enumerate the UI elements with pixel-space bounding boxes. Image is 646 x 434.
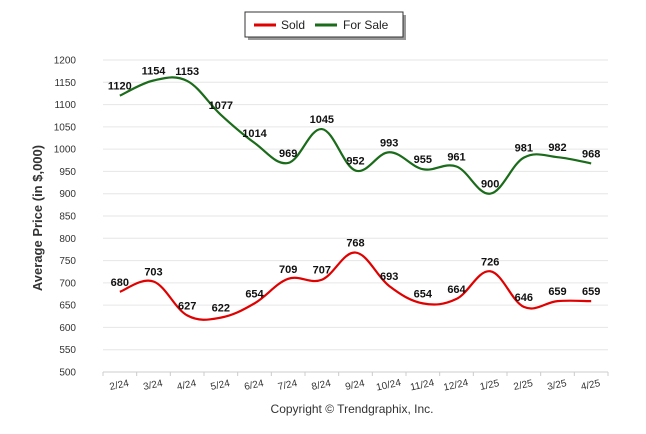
x-tick-label: 2/24 [109,378,131,393]
data-labels: 680 703 627 622 654 709 707 768 693 654 664 726 646 6… [108,66,600,315]
x-tick-label: 1/25 [479,378,501,393]
data-label-sold: 654 [414,288,433,300]
data-label-sold: 703 [144,267,162,279]
y-tick-label: 950 [59,167,76,178]
x-tick-label: 6/24 [243,378,265,393]
data-label-for-sale: 969 [279,148,297,160]
y-tick-label: 550 [59,345,76,356]
x-tick-label: 11/24 [409,378,435,394]
gridlines [103,59,608,373]
data-label-sold: 709 [279,264,297,276]
y-tick-label: 600 [59,323,76,334]
y-tick-label: 1150 [54,78,76,89]
y-tick-label: 900 [59,189,76,200]
data-label-for-sale: 1154 [142,66,167,78]
x-tick-label: 2/25 [513,378,535,393]
data-label-for-sale: 900 [481,179,499,191]
data-label-sold: 693 [380,271,398,283]
data-label-sold: 726 [481,256,499,268]
legend-label-for-sale: For Sale [343,18,389,32]
data-label-for-sale: 968 [582,148,600,160]
x-tick-label: 4/25 [580,378,602,393]
series-lines [119,76,592,321]
data-label-for-sale: 1120 [108,81,132,93]
x-tick-label: 7/24 [277,378,299,393]
data-label-for-sale: 1153 [175,66,199,78]
y-axis-ticks: 500 550 600 650 700 750 800 850 900 950 1000 1050 11… [54,56,77,379]
data-label-for-sale: 961 [447,152,465,164]
legend-label-sold: Sold [281,18,305,32]
data-label-for-sale: 1014 [242,128,267,140]
data-label-sold: 622 [212,303,230,315]
data-label-for-sale: 982 [548,142,566,154]
x-tick-label: 12/24 [443,377,470,393]
y-tick-label: 800 [59,234,76,245]
data-label-for-sale: 955 [414,154,432,166]
data-label-sold: 707 [313,265,331,277]
x-axis-ticks: 2/24 3/24 4/24 5/24 6/24 7/24 8/24 9/24 10/24 11/… [102,372,609,394]
data-label-for-sale: 1077 [209,100,233,112]
x-tick-label: 8/24 [311,378,333,393]
legend: Sold For Sale [244,11,406,40]
data-label-sold: 646 [515,292,533,304]
y-tick-label: 850 [59,212,76,223]
x-tick-label: 10/24 [375,377,402,393]
y-tick-label: 1100 [54,100,76,111]
y-tick-label: 1000 [54,145,77,156]
x-tick-label: 9/24 [344,378,366,393]
data-label-sold: 768 [346,238,364,250]
data-label-for-sale: 981 [515,143,533,155]
data-label-sold: 659 [548,286,566,298]
data-label-sold: 664 [447,284,466,296]
y-tick-label: 500 [59,368,76,379]
y-tick-label: 1050 [54,122,77,133]
x-tick-label: 3/25 [546,378,568,393]
series-line-for-sale [119,76,592,195]
x-tick-label: 3/24 [142,378,164,393]
data-label-for-sale: 993 [380,137,398,149]
y-axis-title: Average Price (in $,000) [30,145,45,291]
y-tick-label: 750 [59,256,76,267]
x-tick-label: 4/24 [176,378,198,393]
series-line-sold [119,251,592,321]
data-label-sold: 659 [582,286,600,298]
data-label-sold: 627 [178,300,196,312]
copyright-footer: Copyright © Trendgraphix, Inc. [271,402,434,416]
data-label-for-sale: 952 [346,156,364,168]
data-label-sold: 680 [111,277,129,289]
y-tick-label: 650 [59,301,76,312]
y-tick-label: 1200 [54,56,77,67]
x-tick-label: 5/24 [210,378,232,393]
data-label-for-sale: 1045 [310,114,334,126]
data-label-sold: 654 [245,288,264,300]
y-tick-label: 700 [59,278,76,289]
